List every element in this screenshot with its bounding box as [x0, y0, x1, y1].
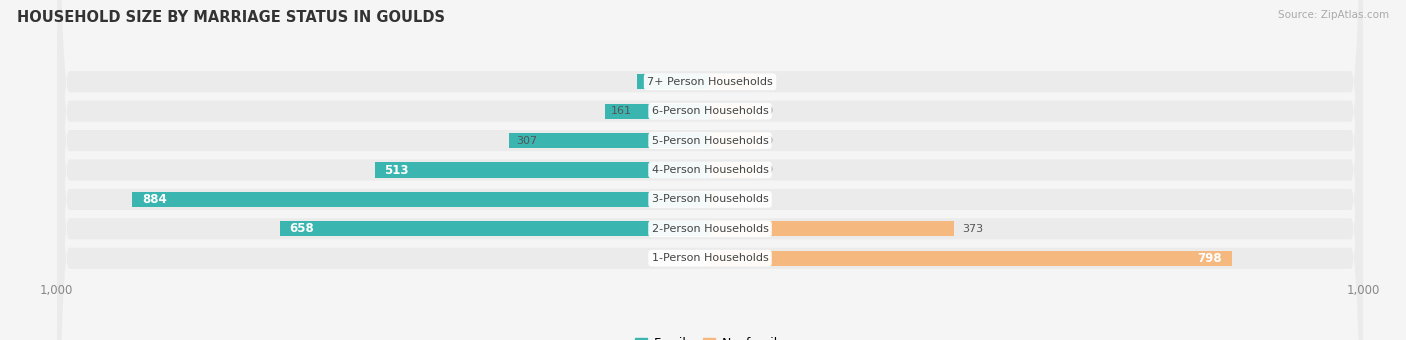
Text: 7+ Person Households: 7+ Person Households	[647, 77, 773, 87]
Bar	[710, 251, 1232, 266]
Legend: Family, Nonfamily: Family, Nonfamily	[630, 332, 790, 340]
Text: 0: 0	[766, 165, 773, 175]
Bar	[374, 163, 710, 177]
Bar	[710, 192, 716, 207]
Bar	[710, 163, 759, 177]
Bar	[637, 74, 710, 89]
Text: 0: 0	[766, 106, 773, 116]
Bar	[710, 133, 759, 148]
Text: 2-Person Households: 2-Person Households	[651, 224, 769, 234]
Bar	[710, 74, 759, 89]
FancyBboxPatch shape	[58, 0, 1362, 340]
Text: 884: 884	[142, 193, 167, 206]
Bar	[605, 104, 710, 119]
Text: 6-Person Households: 6-Person Households	[651, 106, 769, 116]
Text: 373: 373	[962, 224, 983, 234]
FancyBboxPatch shape	[58, 0, 1362, 340]
FancyBboxPatch shape	[58, 0, 1362, 340]
Text: 0: 0	[766, 77, 773, 87]
Text: 9: 9	[723, 194, 730, 204]
Text: 3-Person Households: 3-Person Households	[651, 194, 769, 204]
Text: Source: ZipAtlas.com: Source: ZipAtlas.com	[1278, 10, 1389, 20]
Text: 111: 111	[644, 77, 665, 87]
FancyBboxPatch shape	[58, 0, 1362, 340]
Bar	[132, 192, 710, 207]
Text: 658: 658	[290, 222, 315, 235]
Text: 4-Person Households: 4-Person Households	[651, 165, 769, 175]
Text: 798: 798	[1198, 252, 1222, 265]
Text: 1-Person Households: 1-Person Households	[651, 253, 769, 263]
Text: 5-Person Households: 5-Person Households	[651, 136, 769, 146]
Text: 513: 513	[384, 164, 409, 176]
Text: 307: 307	[516, 136, 537, 146]
Text: 0: 0	[766, 136, 773, 146]
FancyBboxPatch shape	[58, 0, 1362, 340]
Bar	[710, 104, 759, 119]
Text: 161: 161	[612, 106, 633, 116]
Bar	[280, 221, 710, 236]
FancyBboxPatch shape	[58, 0, 1362, 340]
Bar	[710, 221, 953, 236]
FancyBboxPatch shape	[58, 0, 1362, 340]
Text: HOUSEHOLD SIZE BY MARRIAGE STATUS IN GOULDS: HOUSEHOLD SIZE BY MARRIAGE STATUS IN GOU…	[17, 10, 444, 25]
Bar	[509, 133, 710, 148]
